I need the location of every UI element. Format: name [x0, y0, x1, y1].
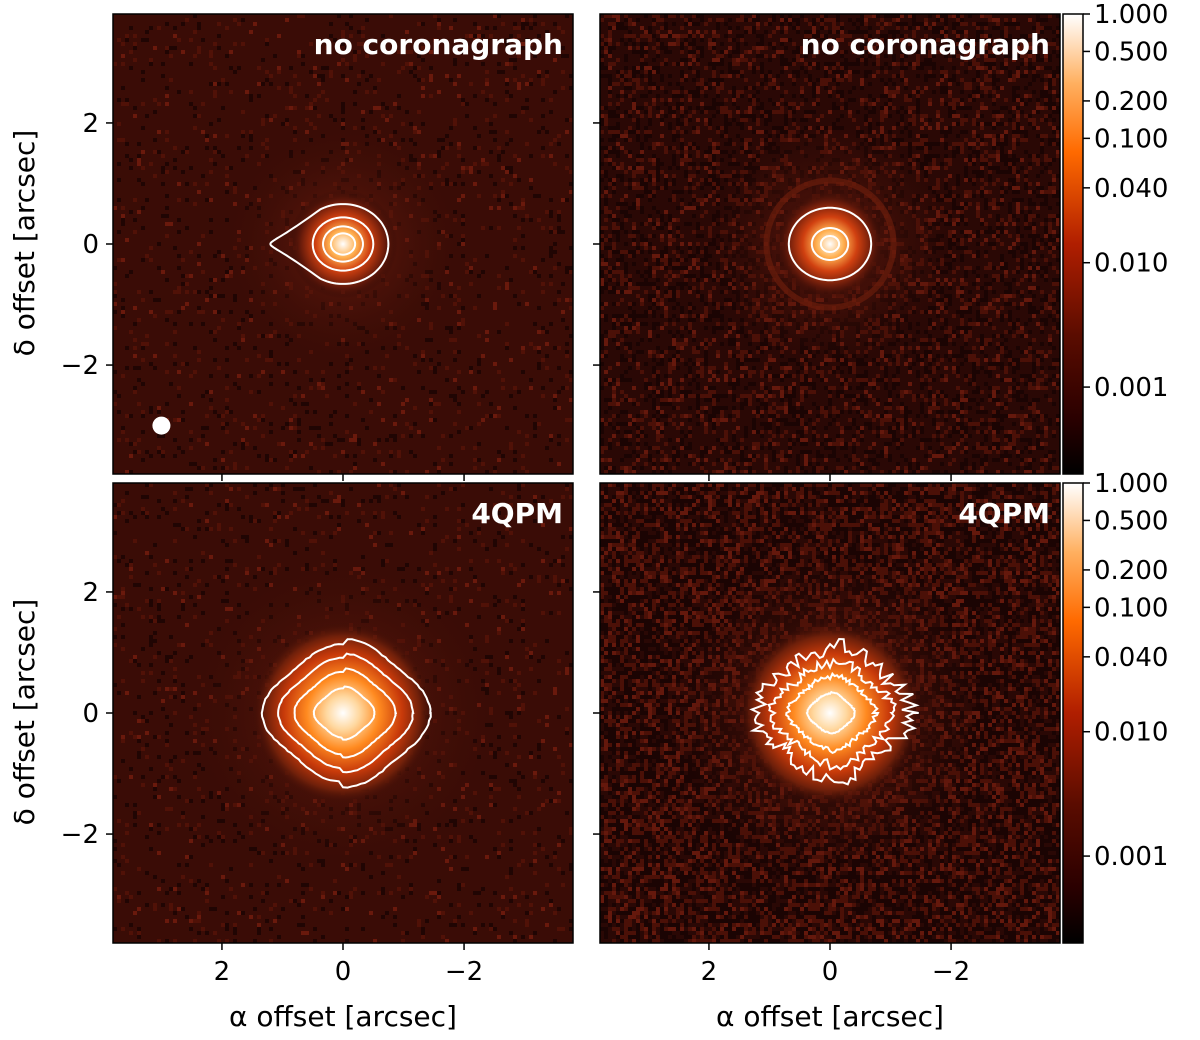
colorbar-ramp: [1062, 13, 1084, 475]
colorbar-tick-label: 0.001: [1094, 842, 1168, 872]
colorbar-tick-label: 0.001: [1094, 373, 1168, 403]
panel-label: 4QPM: [958, 497, 1050, 530]
x-tick-label: 2: [701, 957, 718, 987]
contour-line: [311, 216, 375, 272]
colorbar-tick-label: 0.100: [1094, 124, 1168, 154]
contour-line: [805, 690, 856, 735]
y-tick-label: 0: [82, 699, 99, 729]
y-tick-label: −2: [61, 820, 99, 850]
colorbar-tick-label: 0.500: [1094, 37, 1168, 67]
x-axis-label-right: α offset [arcsec]: [716, 1000, 944, 1033]
colorbar-tick-label: 0.040: [1094, 643, 1168, 673]
contour-line: [749, 637, 920, 786]
colorbar-tick-label: 0.040: [1094, 174, 1168, 204]
contours: [269, 203, 390, 285]
colorbar-tick-label: 1.000: [1094, 0, 1168, 30]
source-glow: [288, 189, 398, 299]
contours: [787, 206, 873, 282]
x-tick-label: 0: [335, 957, 352, 987]
x-tick-label: −2: [445, 957, 483, 987]
contour-line: [787, 206, 873, 282]
x-tick-label: −2: [932, 957, 970, 987]
contours: [749, 637, 920, 786]
y-tick-label: 2: [82, 578, 99, 608]
y-tick-label: 0: [82, 230, 99, 260]
panel-bottom-right: 4QPM 2 0 −2: [593, 482, 1061, 987]
y-tick-label: −2: [61, 351, 99, 381]
contour-line: [810, 227, 850, 261]
contour-line: [260, 638, 432, 789]
source-glow: [252, 622, 434, 804]
airy-ring: [763, 177, 897, 311]
colorbar-top: 1.000 0.500 0.200 0.100 0.040 0.010 0.001: [1062, 0, 1168, 475]
contour-line: [293, 667, 398, 759]
contour-line: [329, 232, 357, 256]
source-glow: [775, 189, 885, 299]
colorbar-tick-label: 0.500: [1094, 506, 1168, 536]
contour-line: [312, 685, 376, 741]
panel-label: no coronagraph: [314, 28, 563, 61]
panel-bottom-left: 4QPM 2 0 −2 2 0 −2: [61, 482, 574, 987]
colorbar-bottom: 1.000 0.500 0.200 0.100 0.040 0.010 0.001: [1062, 469, 1168, 944]
contour-line: [321, 225, 365, 263]
y-axis-label-top: δ offset [arcsec]: [8, 130, 41, 357]
contour-line: [767, 657, 897, 771]
panels: no coronagraph 2 0 −2 no coronagraph 4QPM 2 0 −2…: [61, 13, 1061, 987]
colorbars: 1.0000.5000.2000.1000.0400.0100.0011.000…: [1062, 0, 1168, 944]
panel-top-left: no coronagraph 2 0 −2: [61, 13, 574, 481]
colorbar-tick-label: 0.010: [1094, 718, 1168, 748]
contours: [260, 638, 432, 789]
source-glow: [739, 622, 921, 804]
colorbar-tick-label: 0.100: [1094, 593, 1168, 623]
contour-line: [819, 235, 841, 253]
x-tick-label: 0: [822, 957, 839, 987]
colorbar-tick-label: 1.000: [1094, 469, 1168, 499]
colorbar-tick-label: 0.200: [1094, 87, 1168, 117]
colorbar-tick-label: 0.010: [1094, 249, 1168, 279]
panel-top-right: no coronagraph: [593, 13, 1061, 481]
panel-label: no coronagraph: [801, 28, 1050, 61]
contour-line: [277, 652, 415, 774]
x-axis-label-left: α offset [arcsec]: [229, 1000, 457, 1033]
panel-label: 4QPM: [471, 497, 563, 530]
beam-marker: [152, 416, 171, 435]
x-tick-label: 2: [214, 957, 231, 987]
contour-line: [269, 203, 390, 285]
contour-line: [785, 671, 880, 755]
y-tick-label: 2: [82, 109, 99, 139]
colorbar-tick-label: 0.200: [1094, 556, 1168, 586]
y-axis-label-bottom: δ offset [arcsec]: [8, 599, 41, 826]
colorbar-ramp: [1062, 482, 1084, 944]
